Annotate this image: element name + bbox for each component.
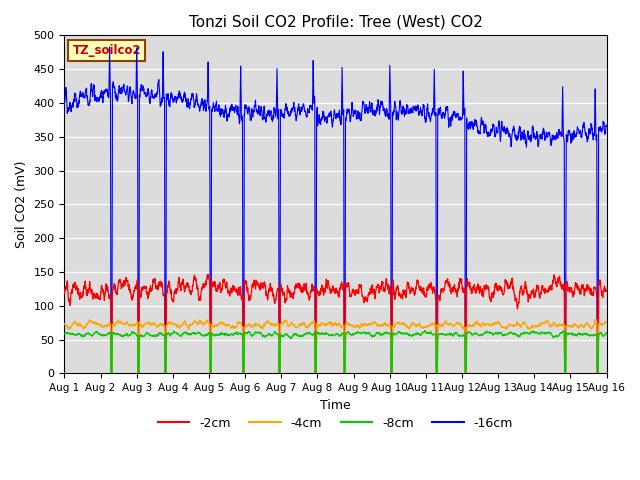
Text: TZ_soilco2: TZ_soilco2 [72,44,141,57]
Title: Tonzi Soil CO2 Profile: Tree (West) CO2: Tonzi Soil CO2 Profile: Tree (West) CO2 [189,15,483,30]
Legend: -2cm, -4cm, -8cm, -16cm: -2cm, -4cm, -8cm, -16cm [153,412,518,435]
Y-axis label: Soil CO2 (mV): Soil CO2 (mV) [15,161,28,248]
X-axis label: Time: Time [320,398,351,412]
